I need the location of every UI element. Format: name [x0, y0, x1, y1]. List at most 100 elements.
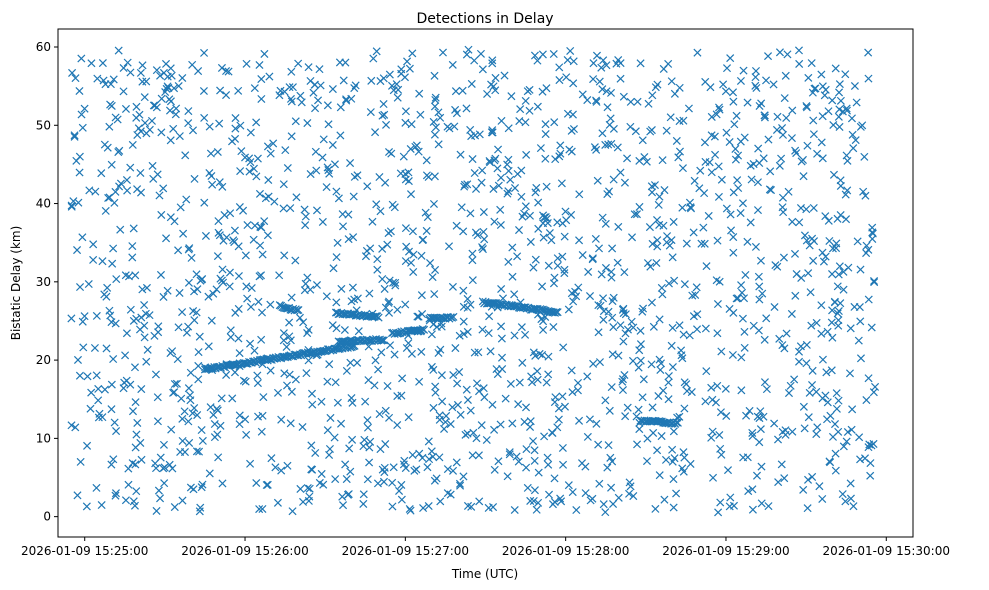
clutter-point	[76, 282, 85, 292]
y-tick-label: 10	[36, 431, 51, 445]
clutter-point	[856, 317, 865, 326]
clutter-point	[330, 160, 339, 169]
clutter-point	[246, 339, 255, 348]
clutter-point	[468, 249, 477, 258]
clutter-point	[266, 366, 275, 375]
clutter-point	[583, 372, 592, 381]
clutter-point	[821, 252, 830, 261]
clutter-point	[349, 233, 358, 242]
clutter-point	[855, 433, 864, 442]
clutter-point	[409, 267, 418, 276]
clutter-point	[743, 237, 752, 246]
clutter-point	[310, 80, 319, 89]
clutter-point	[755, 282, 764, 291]
clutter-point	[848, 405, 857, 414]
clutter-point	[609, 175, 618, 184]
clutter-point	[648, 91, 657, 100]
clutter-point	[808, 472, 817, 481]
clutter-point	[214, 453, 223, 462]
clutter-point	[573, 378, 583, 387]
clutter-point	[844, 263, 853, 272]
clutter-point	[731, 144, 740, 153]
clutter-point	[155, 191, 164, 200]
clutter-point	[755, 295, 764, 304]
clutter-point	[329, 264, 338, 273]
clutter-point	[311, 104, 320, 113]
clutter-point	[459, 227, 468, 236]
clutter-point	[752, 83, 761, 92]
clutter-point	[778, 124, 787, 133]
clutter-point	[496, 220, 505, 230]
clutter-point	[538, 350, 547, 359]
clutter-point	[229, 236, 238, 245]
clutter-point	[257, 75, 266, 84]
clutter-point	[315, 65, 324, 74]
clutter-point	[666, 113, 675, 122]
clutter-point	[530, 51, 539, 60]
clutter-point	[190, 316, 199, 325]
clutter-point	[585, 292, 595, 301]
clutter-point	[407, 258, 416, 267]
clutter-point	[621, 329, 630, 338]
clutter-point	[818, 355, 827, 364]
clutter-point	[870, 276, 879, 285]
clutter-point	[647, 126, 656, 135]
clutter-point	[722, 411, 731, 421]
clutter-point	[383, 381, 392, 391]
track-point	[377, 336, 386, 345]
clutter-point	[217, 63, 226, 72]
clutter-point	[474, 348, 483, 357]
clutter-point	[217, 394, 226, 403]
clutter-point	[385, 308, 394, 317]
clutter-point	[688, 291, 697, 300]
clutter-point	[154, 328, 163, 337]
clutter-point	[142, 283, 151, 292]
clutter-point	[773, 435, 783, 444]
clutter-point	[788, 106, 797, 115]
clutter-point	[478, 166, 487, 175]
clutter-point	[557, 179, 566, 188]
clutter-point	[224, 67, 233, 76]
clutter-point	[496, 420, 505, 429]
clutter-point	[131, 398, 140, 407]
clutter-point	[457, 203, 466, 212]
clutter-point	[864, 295, 873, 304]
clutter-point	[597, 270, 606, 279]
clutter-point	[804, 413, 813, 422]
clutter-point	[423, 213, 432, 222]
clutter-point	[428, 273, 437, 282]
clutter-point	[198, 480, 207, 489]
clutter-point	[406, 144, 415, 154]
clutter-point	[407, 120, 416, 129]
clutter-point	[601, 140, 610, 149]
clutter-point	[804, 269, 813, 278]
clutter-point	[180, 448, 189, 457]
clutter-point	[675, 321, 684, 330]
clutter-point	[397, 495, 406, 504]
clutter-point	[174, 323, 183, 332]
clutter-point	[485, 158, 494, 167]
clutter-point	[392, 80, 401, 89]
clutter-point	[790, 249, 800, 258]
clutter-point	[508, 243, 517, 252]
clutter-point	[542, 378, 551, 387]
clutter-point	[287, 387, 296, 396]
clutter-point	[504, 187, 513, 196]
clutter-point	[608, 244, 617, 253]
clutter-point	[506, 175, 515, 184]
clutter-point	[827, 318, 836, 327]
clutter-point	[98, 59, 107, 68]
y-tick-label: 40	[36, 197, 51, 211]
clutter-point	[834, 316, 843, 325]
track-point	[294, 305, 303, 315]
clutter-point	[424, 501, 433, 511]
clutter-point	[797, 157, 806, 166]
clutter-point	[757, 99, 766, 108]
clutter-point	[271, 463, 280, 472]
clutter-point	[301, 212, 310, 221]
clutter-point	[760, 335, 769, 344]
clutter-point	[501, 394, 510, 403]
clutter-point	[153, 393, 162, 402]
clutter-point	[522, 463, 531, 472]
clutter-point	[633, 440, 642, 449]
